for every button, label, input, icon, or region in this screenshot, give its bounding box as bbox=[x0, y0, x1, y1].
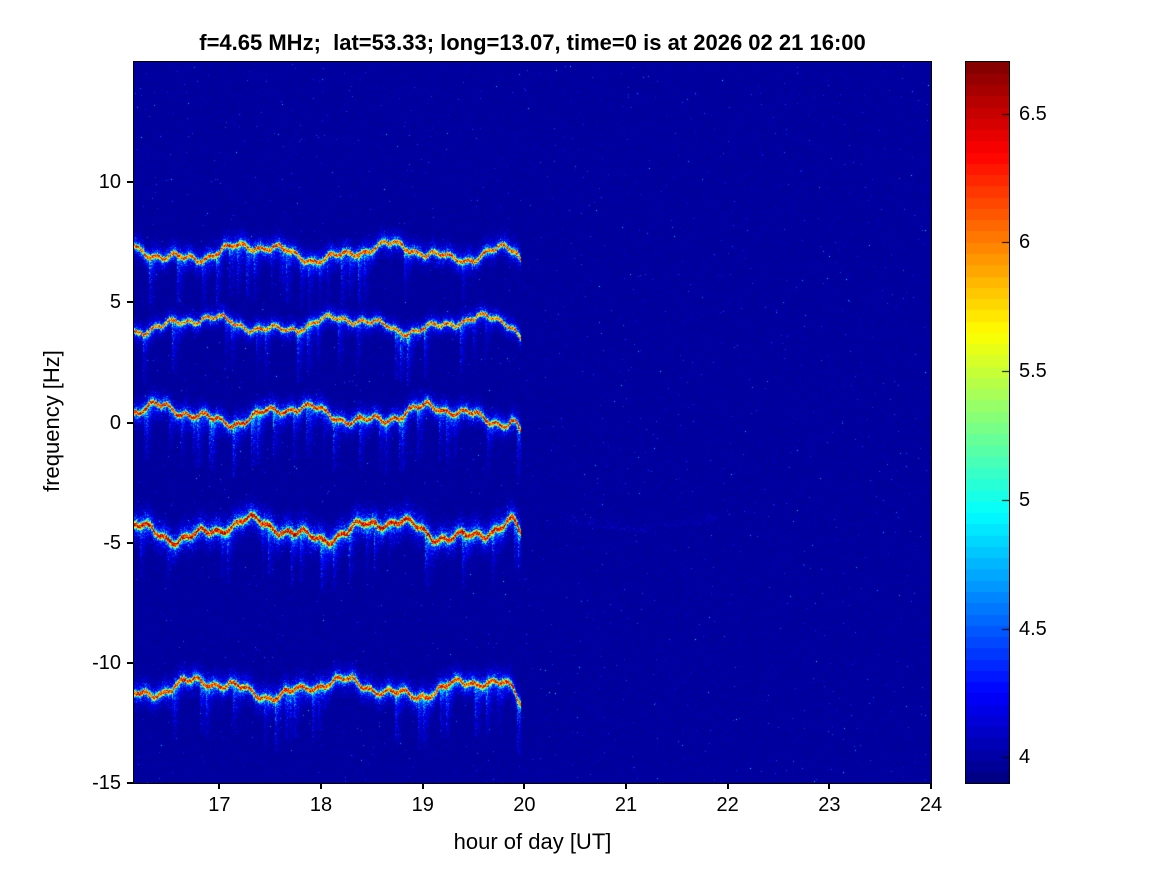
x-tick-label: 21 bbox=[614, 794, 638, 816]
y-tick-mark bbox=[127, 181, 133, 184]
x-tick-mark bbox=[726, 784, 729, 789]
x-tick-label: 18 bbox=[309, 794, 333, 816]
x-tick-label: 20 bbox=[513, 794, 536, 816]
colorbar-tick-label: 5.5 bbox=[1019, 360, 1047, 382]
spectrogram-canvas bbox=[133, 61, 932, 784]
x-tick-mark bbox=[930, 784, 932, 789]
x-axis-label: hour of day [UT] bbox=[453, 829, 612, 854]
y-tick-mark bbox=[127, 421, 133, 424]
x-tick-mark bbox=[523, 784, 526, 789]
y-tick-label: -15 bbox=[92, 772, 121, 794]
y-tick-label: 5 bbox=[109, 291, 121, 314]
x-tick-label: 23 bbox=[818, 794, 841, 816]
x-tick-mark bbox=[320, 784, 323, 789]
y-tick-label: 10 bbox=[98, 171, 121, 194]
y-tick-label: -5 bbox=[103, 531, 121, 554]
x-tick-mark bbox=[828, 784, 831, 789]
colorbar-tick-label: 6.5 bbox=[1019, 102, 1047, 125]
colorbar-tick-label: 6 bbox=[1019, 231, 1031, 254]
x-tick-label: 19 bbox=[411, 794, 434, 816]
y-tick-mark bbox=[127, 661, 133, 664]
x-tick-mark bbox=[218, 784, 221, 789]
x-tick-mark bbox=[421, 784, 424, 789]
x-tick-label: 17 bbox=[208, 794, 231, 816]
colorbar-tick-label: 4.5 bbox=[1019, 617, 1047, 640]
x-tick-label: 24 bbox=[919, 794, 943, 816]
y-tick-mark bbox=[127, 541, 133, 544]
y-tick-label: -10 bbox=[92, 651, 121, 674]
x-tick-label: 22 bbox=[716, 794, 739, 816]
colorbar-canvas bbox=[965, 61, 1010, 784]
y-tick-mark bbox=[127, 782, 133, 784]
colorbar-tick-label: 4 bbox=[1019, 746, 1031, 769]
y-tick-mark bbox=[127, 301, 133, 304]
colorbar-tick-label: 5 bbox=[1019, 488, 1031, 511]
y-tick-label: 0 bbox=[109, 411, 121, 434]
x-tick-mark bbox=[625, 784, 628, 789]
chart-title: f=4.65 MHz; lat=53.33; long=13.07, time=… bbox=[199, 30, 866, 55]
